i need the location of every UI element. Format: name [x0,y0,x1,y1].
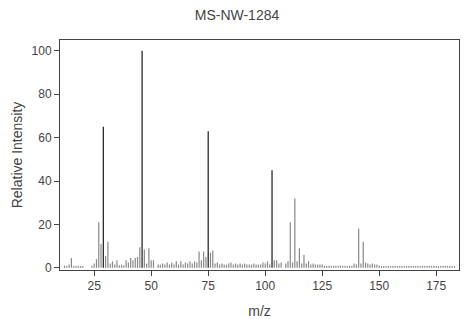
svg-text:0: 0 [45,261,52,275]
svg-text:MS-NW-1284: MS-NW-1284 [195,7,280,23]
svg-text:75: 75 [202,279,216,293]
svg-text:40: 40 [38,174,52,188]
svg-text:20: 20 [38,218,52,232]
svg-text:50: 50 [145,279,159,293]
svg-text:25: 25 [88,279,102,293]
svg-text:60: 60 [38,131,52,145]
svg-text:125: 125 [312,279,332,293]
svg-text:Relative Intensity: Relative Intensity [9,102,25,209]
svg-text:80: 80 [38,87,52,101]
svg-text:175: 175 [426,279,446,293]
svg-text:100: 100 [255,279,275,293]
svg-text:100: 100 [32,44,52,58]
svg-text:150: 150 [369,279,389,293]
svg-text:m/z: m/z [248,303,271,319]
